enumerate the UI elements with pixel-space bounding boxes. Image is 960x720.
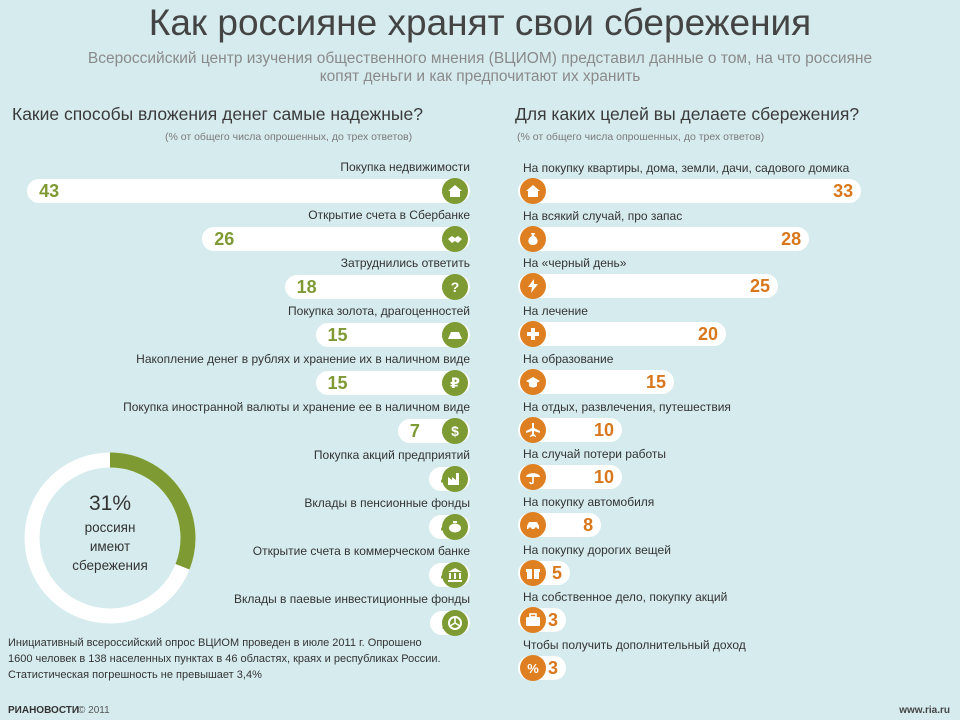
- left-category-label: Покупка недвижимости: [340, 160, 470, 174]
- right-category-label: На «черный день»: [523, 256, 627, 271]
- left-category-label: Открытие счета в Сбербанке: [308, 208, 470, 222]
- svg-text:₽: ₽: [450, 376, 460, 391]
- right-bar: [518, 322, 726, 347]
- piggy-bank-icon: [442, 514, 468, 540]
- right-bar-value: 5: [551, 562, 562, 583]
- subtitle-line-2: копят деньги и как предпочитают их храни…: [319, 68, 641, 85]
- copyright: © 2011: [78, 705, 110, 716]
- house-icon: [520, 178, 546, 204]
- page-title: Как россияне хранят свои сбережения: [148, 2, 812, 43]
- left-bar-value: 15: [327, 373, 348, 393]
- right-bar-value: 3: [547, 610, 558, 631]
- left-category-label: Покупка акций предприятий: [313, 448, 470, 462]
- money-bag-icon: [520, 225, 546, 252]
- right-bar-value: 25: [749, 276, 770, 297]
- left-category-label: Покупка иностранной валюты и хранение ее…: [123, 400, 470, 414]
- ruble-icon: ₽: [442, 370, 468, 396]
- gold-bar-icon: [442, 322, 468, 348]
- left-bar-value: 7: [409, 421, 420, 441]
- left-chart-note: (% от общего числа опрошенных, до трех о…: [165, 131, 413, 143]
- right-bar: [518, 179, 862, 203]
- handshake-icon: [442, 226, 468, 252]
- right-bar-value: 10: [593, 467, 614, 488]
- right-category-label: На всякий случай, про запас: [523, 208, 683, 223]
- house-icon: [442, 178, 468, 204]
- briefcase-icon: [520, 607, 546, 634]
- donut-label-line-2: имеют: [89, 539, 131, 554]
- right-category-label: На покупку автомобиля: [523, 494, 655, 509]
- left-bar-value: 15: [327, 325, 348, 345]
- car-icon: [520, 511, 546, 538]
- donut-arc-savings: [109, 452, 196, 570]
- site-link[interactable]: www.ria.ru: [899, 705, 950, 716]
- right-bar-value: 20: [697, 324, 718, 345]
- right-category-label: На случай потери работы: [523, 447, 667, 462]
- footnote-line-3: Статистическая погрешность не превышает …: [8, 669, 262, 681]
- right-bar: [518, 274, 778, 299]
- right-category-label: На покупку квартиры, дома, земли, дачи, …: [523, 161, 850, 175]
- pie-chart-icon: [442, 610, 468, 636]
- donut-label-line-1: россиян: [84, 520, 136, 535]
- right-category-label: На покупку дорогих вещей: [523, 542, 671, 557]
- left-category-label: Открытие счета в коммерческом банке: [252, 544, 470, 558]
- right-chart-note: (% от общего числа опрошенных, до трех о…: [517, 131, 765, 143]
- left-category-label: Накопление денег в рублях и хранение их …: [136, 352, 470, 366]
- right-bar: [518, 226, 810, 251]
- percent-icon: %: [520, 655, 546, 681]
- svg-text:$: $: [451, 423, 459, 439]
- umbrella-icon: [520, 464, 546, 491]
- left-category-label: Вклады в паевые инвестиционные фонды: [234, 592, 470, 606]
- right-chart-title: Для каких целей вы делаете сбережения?: [515, 104, 860, 124]
- donut-label-line-3: сбережения: [72, 558, 148, 573]
- lightning-icon: [520, 273, 546, 300]
- airplane-icon: [520, 416, 546, 443]
- svg-text:%: %: [527, 661, 539, 676]
- left-category-label: Вклады в пенсионные фонды: [304, 496, 470, 510]
- left-bar: [27, 179, 470, 203]
- subtitle-line-1: Всероссийский центр изучения общественно…: [87, 50, 873, 67]
- right-category-label: На лечение: [523, 304, 588, 319]
- left-chart-title: Какие способы вложения денег самые надеж…: [12, 104, 423, 124]
- footer: [0, 700, 960, 720]
- right-bar-value: 15: [645, 371, 666, 392]
- right-bar-value: 3: [547, 658, 558, 678]
- donut-percent: 31%: [88, 492, 132, 515]
- right-category-label: На собственное дело, покупку акций: [523, 590, 728, 605]
- right-category-label: На отдых, развлечения, путешествия: [523, 399, 731, 414]
- right-bar-value: 8: [583, 514, 594, 535]
- left-category-label: Покупка золота, драгоценностей: [288, 304, 470, 318]
- right-category-label: Чтобы получить дополнительный доход: [523, 638, 746, 652]
- right-bar-value: 33: [833, 181, 854, 201]
- bank-icon: [442, 562, 468, 588]
- savings-donut-chart: [24, 452, 196, 624]
- ria-logo: РИАНОВОСТИ: [8, 705, 80, 716]
- medical-cross-icon: [520, 321, 546, 348]
- left-bar-value: 18: [296, 277, 317, 297]
- page-subtitle: Всероссийский центр изучения общественно…: [30, 50, 930, 86]
- dollar-icon: $: [442, 418, 468, 444]
- left-bar-value: 26: [214, 229, 235, 249]
- question-icon: ?: [442, 274, 468, 300]
- left-bar: [202, 227, 470, 251]
- right-bar-value: 10: [593, 419, 614, 440]
- factory-icon: [442, 466, 468, 492]
- graduation-cap-icon: [520, 368, 546, 395]
- footnote-line-2: 1600 человек в 138 населенных пунктах в …: [8, 653, 441, 665]
- footnote-line-1: Инициативный всероссийский опрос ВЦИОМ п…: [8, 637, 422, 649]
- left-category-label: Затруднились ответить: [340, 256, 470, 270]
- svg-text:?: ?: [451, 279, 460, 295]
- left-bar-value: 43: [39, 181, 60, 201]
- left-bar: [284, 275, 470, 299]
- right-category-label: На образование: [523, 351, 614, 366]
- right-bar-value: 28: [781, 228, 802, 249]
- gift-icon: [520, 559, 546, 586]
